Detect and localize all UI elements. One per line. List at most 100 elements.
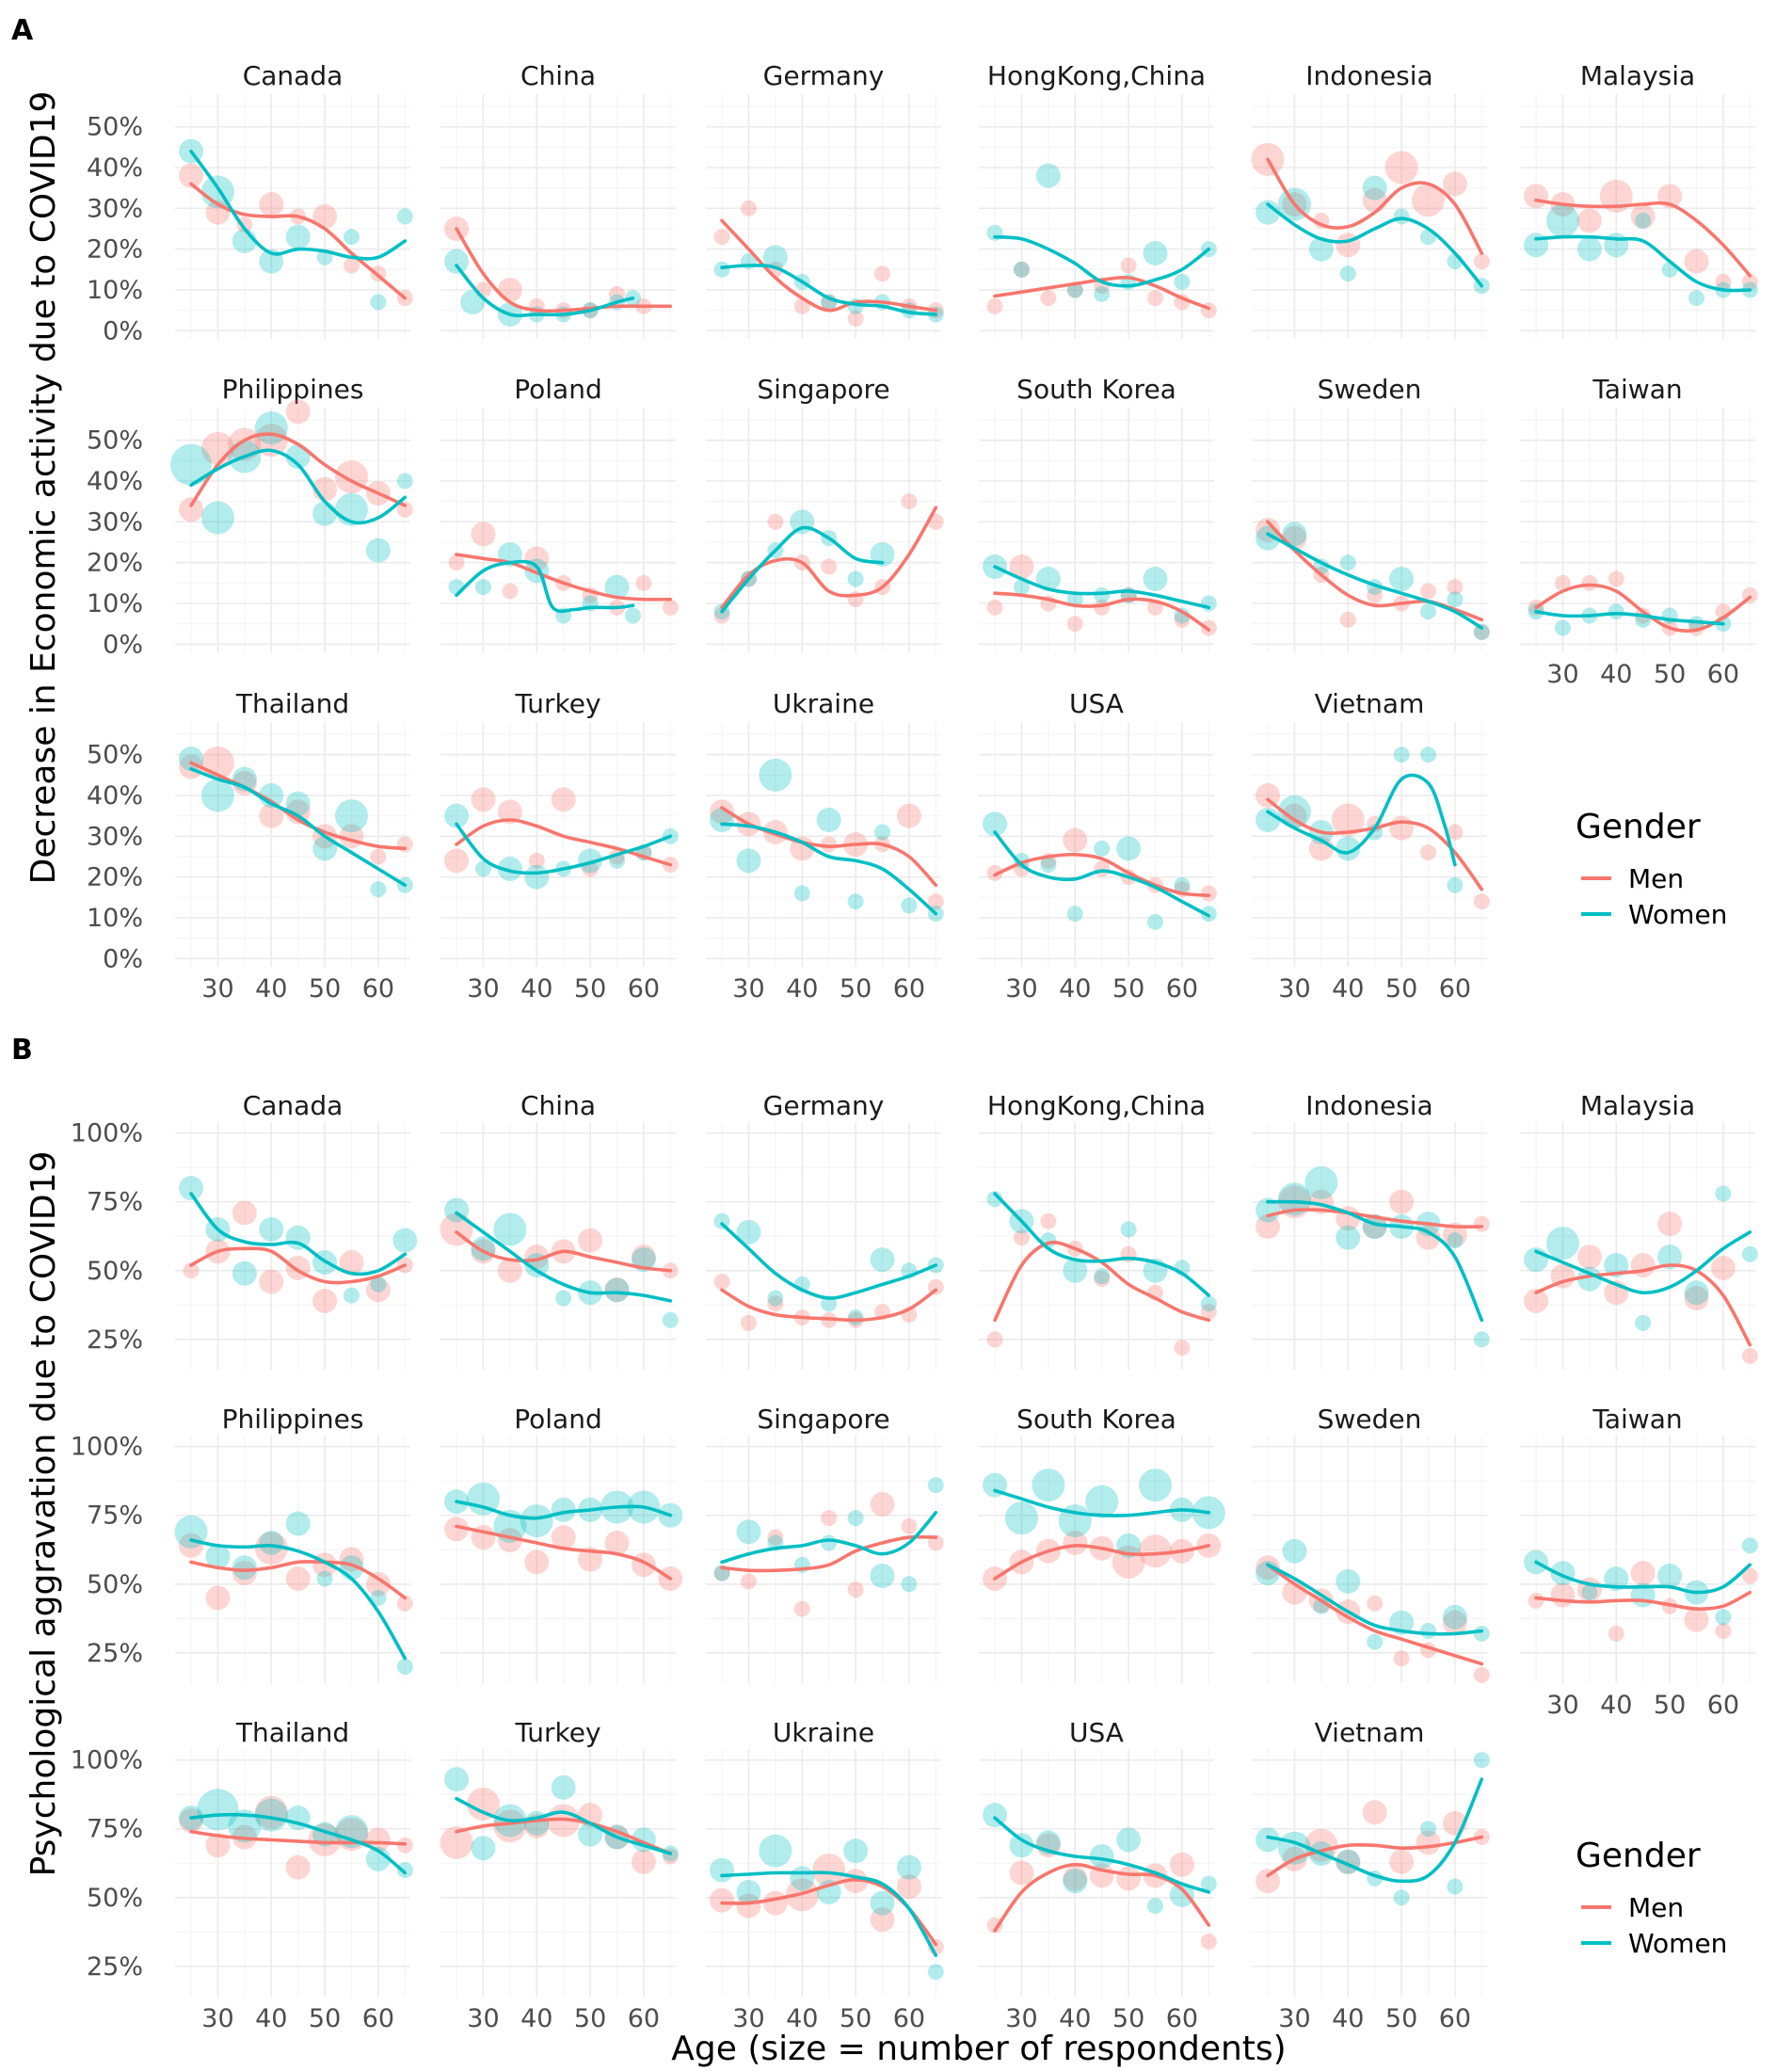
women-point — [497, 857, 522, 881]
women-point — [1116, 836, 1142, 861]
women-point — [396, 1658, 413, 1675]
x-tick-label: 40 — [1332, 974, 1364, 1003]
women-point — [259, 1216, 284, 1242]
y-tick-label: 50% — [87, 1884, 143, 1913]
y-tick-label: 75% — [87, 1501, 143, 1531]
facet-sweden: Sweden — [1252, 1404, 1490, 1683]
facet-title: Germany — [763, 1090, 885, 1121]
men-point — [1657, 1212, 1683, 1237]
panel-label: B — [11, 1034, 33, 1067]
women-point — [365, 1846, 391, 1871]
women-point — [1256, 1827, 1281, 1853]
women-point — [1013, 261, 1030, 278]
men-trend-line — [1266, 1208, 1484, 1229]
y-tick-label: 75% — [87, 1188, 143, 1217]
women-point — [1139, 1469, 1172, 1502]
x-tick-label: 40 — [520, 2004, 552, 2033]
facet-title: Thailand — [235, 1717, 349, 1748]
women-point — [444, 1767, 470, 1792]
facet-sweden: Sweden — [1252, 374, 1490, 652]
men-point — [1473, 1215, 1490, 1232]
women-point — [285, 224, 311, 249]
women-point — [179, 1176, 204, 1201]
men-point — [870, 1492, 895, 1517]
facet-title: Canada — [243, 1090, 344, 1121]
women-trend-line — [455, 559, 635, 614]
women-point — [1473, 623, 1490, 640]
men-point — [1550, 1582, 1576, 1608]
men-point — [1063, 1866, 1088, 1891]
men-point — [1741, 1567, 1758, 1584]
women-point — [736, 1219, 761, 1244]
men-point — [1139, 1534, 1172, 1568]
women-point — [444, 803, 470, 828]
women-point — [392, 1228, 418, 1253]
men-point — [986, 297, 1003, 314]
women-point — [1339, 265, 1356, 282]
facet-title: China — [520, 60, 596, 91]
facet-canada: Canada 25% 50% 75% 100% — [71, 1090, 418, 1370]
men-point — [444, 1517, 470, 1542]
x-tick-label: 60 — [1707, 660, 1739, 689]
women-point — [1545, 203, 1579, 237]
men-point — [335, 460, 368, 494]
y-tick-label: 20% — [87, 549, 143, 578]
women-point — [713, 261, 730, 278]
women-trend-line — [1266, 1563, 1484, 1636]
women-point — [1035, 567, 1061, 591]
men-trend-line — [189, 182, 408, 300]
men-point — [551, 1525, 576, 1550]
men-point — [1116, 1866, 1142, 1891]
women-point — [1339, 554, 1356, 571]
men-point — [254, 1532, 288, 1565]
women-point — [1420, 1622, 1436, 1639]
facet-title: Canada — [243, 60, 344, 91]
women-point — [1447, 1232, 1464, 1249]
men-trend-line — [993, 852, 1211, 897]
women-point — [1009, 1833, 1034, 1858]
women-point — [847, 570, 864, 587]
y-tick-label: 0% — [103, 630, 143, 659]
men-point — [1630, 1561, 1656, 1586]
men-point — [1169, 1852, 1194, 1877]
facet-title: Singapore — [757, 374, 889, 405]
facet-title: USA — [1069, 688, 1124, 719]
women-point — [843, 1838, 869, 1864]
men-point — [528, 852, 545, 869]
legend-label: Men — [1628, 863, 1684, 894]
men-point — [1630, 204, 1656, 229]
men-point — [471, 787, 496, 812]
legend-label: Men — [1628, 1892, 1684, 1923]
men-point — [604, 1277, 630, 1303]
men-point — [896, 803, 921, 828]
women-point — [1684, 1280, 1709, 1306]
women-point — [474, 860, 491, 877]
facet-vietnam: Vietnam 30 40 50 60 — [1252, 688, 1490, 1003]
men-point — [986, 864, 1003, 881]
men-point — [1256, 1869, 1281, 1894]
men-point — [1389, 815, 1415, 841]
men-point — [1442, 1222, 1467, 1247]
x-tick-label: 40 — [1600, 1691, 1632, 1720]
x-tick-label: 60 — [1439, 974, 1471, 1003]
women-trend-line — [455, 822, 673, 875]
women-point — [1256, 525, 1281, 551]
women-trend-line — [455, 1500, 673, 1520]
men-point — [1741, 1347, 1758, 1364]
men-point — [1581, 574, 1598, 591]
facet-poland: Poland — [440, 374, 679, 652]
facet-title: Vietnam — [1315, 1717, 1425, 1748]
men-trend-line — [993, 275, 1211, 311]
men-point — [767, 1529, 784, 1546]
y-tick-label: 0% — [103, 944, 143, 973]
men-point — [631, 1849, 656, 1874]
women-point — [927, 1964, 944, 1981]
women-point — [1174, 607, 1191, 624]
women-point — [847, 893, 864, 910]
y-tick-label: 20% — [87, 235, 143, 265]
women-point — [901, 897, 918, 914]
men-point — [1174, 1340, 1191, 1357]
women-point — [232, 1260, 257, 1286]
men-point — [1331, 803, 1365, 837]
women-trend-line — [720, 1511, 938, 1565]
